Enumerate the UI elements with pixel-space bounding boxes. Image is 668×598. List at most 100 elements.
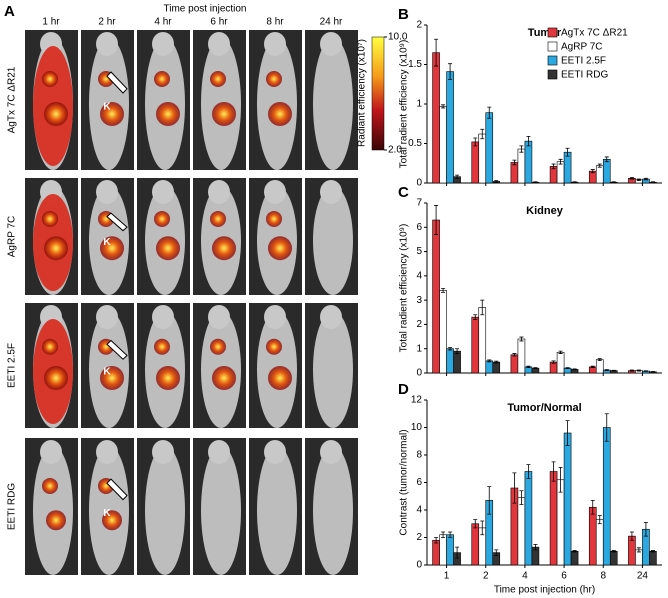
column-label: 8 hr: [266, 17, 284, 28]
signal-spot: [156, 366, 180, 390]
error-bar: [636, 178, 641, 182]
bar: [549, 361, 558, 374]
bar: [510, 162, 519, 184]
y-tick-label: 2: [416, 319, 422, 330]
error-bar: [448, 63, 453, 80]
x-tick-label: 1: [444, 571, 450, 582]
bar: [439, 290, 447, 374]
mouse-head: [208, 32, 230, 56]
mouse-body: [89, 446, 129, 575]
y-tick-label: 0: [416, 368, 422, 379]
bar: [478, 133, 487, 184]
bar: [602, 159, 611, 184]
bar: [517, 497, 526, 566]
error-bar: [565, 147, 570, 157]
panel-label: A: [4, 3, 15, 20]
error-bar: [558, 350, 563, 354]
signal-spot: [212, 102, 236, 126]
error-bar: [590, 365, 595, 369]
colorbar-tick-label: 2.0: [388, 145, 402, 156]
error-bar: [441, 288, 446, 293]
error-bar: [448, 531, 453, 538]
signal-spot: [154, 338, 170, 355]
y-axis-label: Contrast (tumor/normal): [399, 429, 410, 535]
legend-swatch: [547, 69, 558, 80]
error-bar: [558, 158, 563, 165]
x-tick-label: 6: [561, 571, 567, 582]
error-bar: [590, 169, 595, 174]
mouse-head: [96, 180, 118, 204]
mouse-head: [264, 440, 286, 464]
bar: [556, 161, 565, 184]
error-bar: [650, 550, 655, 553]
error-bar: [473, 519, 478, 529]
bar: [453, 350, 461, 374]
mouse-head: [152, 32, 174, 56]
mouse-body: [201, 446, 241, 575]
signal-spot: [212, 366, 236, 390]
signal-spot: [42, 210, 58, 227]
y-tick-label: 5: [416, 246, 422, 257]
error-bar: [441, 104, 446, 109]
mouse-body: [313, 38, 353, 170]
error-bar: [565, 420, 570, 446]
bar: [649, 550, 657, 566]
mouse-head: [320, 440, 342, 464]
error-bar: [526, 365, 531, 369]
signal-spot: [100, 236, 124, 261]
y-tick-label: 4: [416, 505, 422, 516]
x-tick-label: 8: [600, 571, 606, 582]
y-tick-label: 0: [416, 178, 422, 189]
y-tick-label: 2: [416, 532, 422, 543]
bar: [602, 427, 611, 566]
signal-spot: [210, 71, 226, 87]
arrow: [106, 71, 128, 94]
error-bar: [480, 128, 485, 140]
error-bar: [494, 549, 499, 556]
legend-swatch: [547, 27, 558, 38]
signal-spot: [268, 366, 292, 390]
error-bar: [519, 145, 524, 153]
error-bar: [455, 546, 460, 559]
mouse-head: [264, 180, 286, 204]
bar: [556, 479, 565, 566]
y-tick-label: 3: [416, 295, 422, 306]
x-tick-label: 24: [637, 571, 649, 582]
mouse-body: [313, 311, 353, 428]
legend-swatch: [547, 41, 558, 52]
bar: [446, 71, 454, 184]
signal-spot: [212, 236, 236, 261]
mouse-body: [313, 446, 353, 575]
row-label: AgTx 7C ΔR21: [7, 66, 18, 133]
bar: [471, 523, 480, 566]
error-bar: [512, 353, 517, 357]
error-bar: [572, 368, 577, 371]
signal-spot: [210, 338, 226, 355]
error-bar: [611, 181, 616, 184]
error-bar: [629, 177, 634, 180]
bar: [563, 432, 572, 566]
error-bar: [473, 314, 478, 320]
bar: [485, 112, 494, 184]
row-label: EETI 2.5F: [7, 343, 18, 388]
y-axis-label: Total radient efficiency (x10⁹): [399, 224, 410, 353]
mouse-head: [208, 305, 230, 329]
signal-spot: [42, 477, 58, 494]
signal-spot: [156, 102, 180, 126]
error-bar: [590, 499, 595, 515]
legend-label: AgTx 7C ΔR21: [561, 28, 628, 39]
mouse-head: [320, 305, 342, 329]
column-label: 1 hr: [42, 17, 60, 28]
y-tick-label: 1: [416, 99, 422, 110]
error-bar: [487, 106, 492, 119]
legend-label: EETI RDG: [561, 70, 608, 81]
bar: [570, 550, 579, 566]
signal-spot: [210, 210, 226, 227]
error-bar: [487, 486, 492, 515]
y-tick-label: 7: [416, 198, 422, 209]
error-bar: [533, 367, 538, 370]
signal-spot: [42, 71, 58, 87]
kidney-label: K: [103, 508, 111, 519]
y-tick-label: 0.5: [408, 138, 422, 149]
bar: [588, 506, 597, 566]
